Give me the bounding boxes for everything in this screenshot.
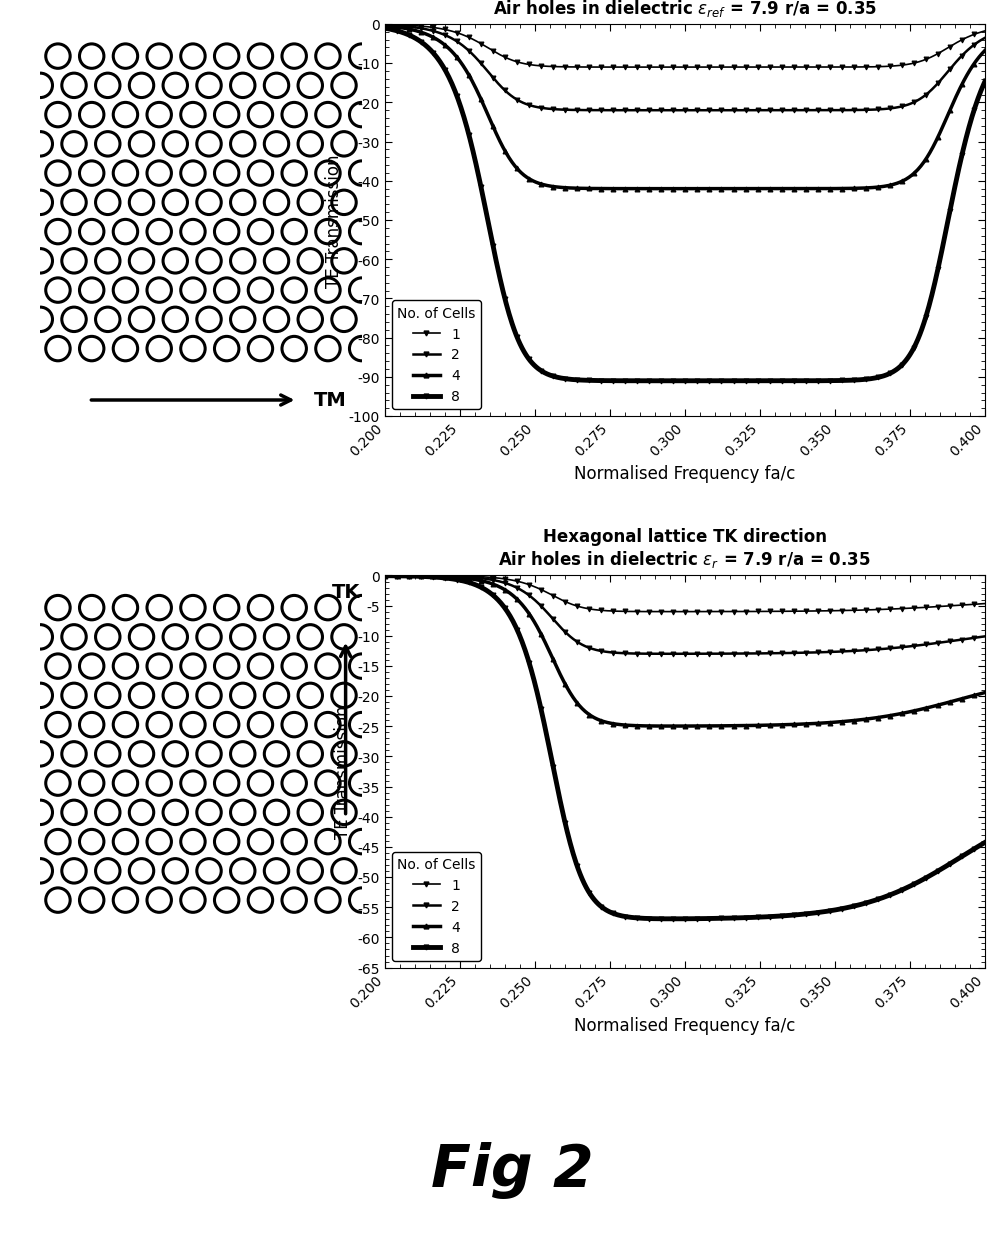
Y-axis label: TE Transmission: TE Transmission: [334, 705, 352, 839]
Text: TM: TM: [314, 391, 346, 409]
Text: TK: TK: [332, 583, 360, 601]
Title: Hexagonal lattice TM direction
Air holes in dielectric $\varepsilon_{ref}$ = 7.9: Hexagonal lattice TM direction Air holes…: [492, 0, 876, 19]
Legend: 1, 2, 4, 8: 1, 2, 4, 8: [392, 301, 481, 409]
Legend: 1, 2, 4, 8: 1, 2, 4, 8: [392, 852, 481, 961]
Title: Hexagonal lattice TK direction
Air holes in dielectric $\varepsilon_{r}$ = 7.9 r: Hexagonal lattice TK direction Air holes…: [498, 528, 871, 570]
X-axis label: Normalised Frequency fa/c: Normalised Frequency fa/c: [574, 1016, 796, 1034]
Text: Fig 2: Fig 2: [431, 1142, 594, 1199]
Y-axis label: TE Transmission: TE Transmission: [325, 153, 343, 287]
X-axis label: Normalised Frequency fa/c: Normalised Frequency fa/c: [574, 465, 796, 482]
